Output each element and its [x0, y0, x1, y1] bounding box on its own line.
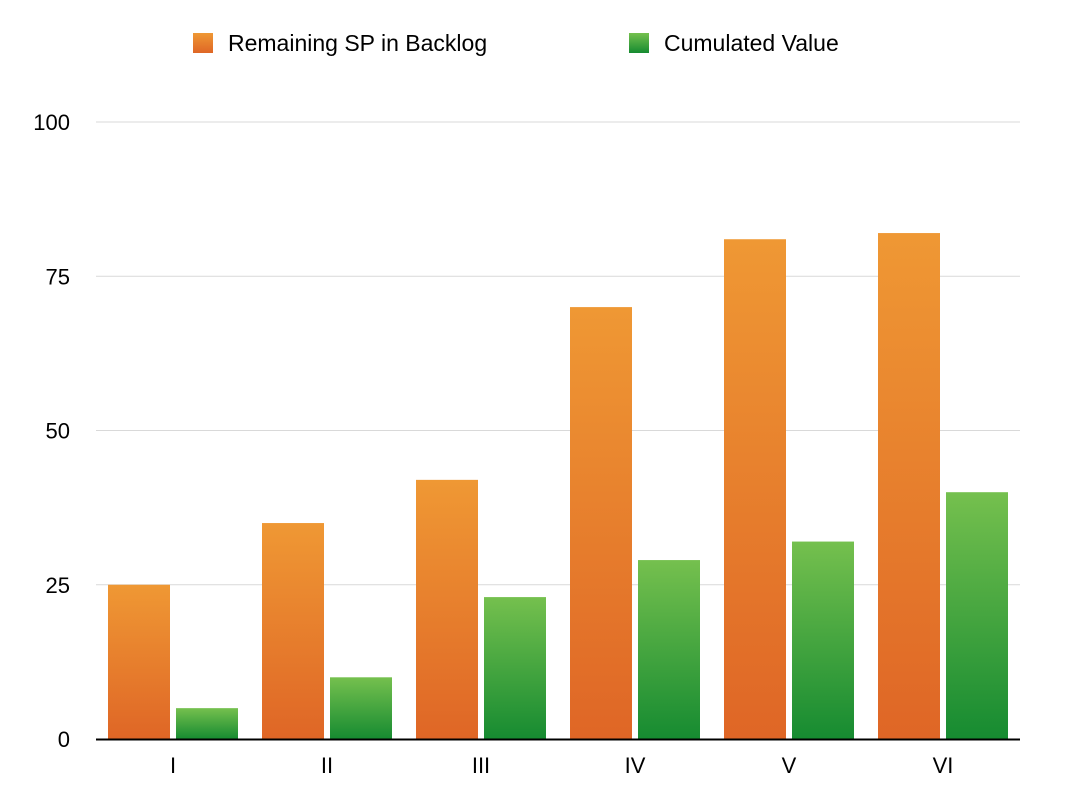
bars	[108, 233, 1008, 740]
bar-series2-II	[330, 677, 392, 739]
bar-series2-VI	[946, 492, 1008, 739]
bar-series1-V	[724, 239, 786, 740]
x-tick-label-I: I	[170, 753, 176, 778]
bar-series1-III	[416, 479, 478, 739]
legend: Remaining SP in Backlog Cumulated Value	[193, 30, 839, 56]
gridlines	[96, 121, 1020, 586]
y-tick-label-100: 100	[33, 110, 70, 135]
legend-label-1: Remaining SP in Backlog	[228, 30, 487, 56]
bar-series2-I	[176, 708, 238, 739]
bar-series2-IV	[638, 560, 700, 739]
legend-label-2: Cumulated Value	[664, 30, 839, 56]
bar-series1-II	[262, 523, 324, 739]
x-tick-label-IV: IV	[625, 753, 646, 778]
bar-series1-IV	[570, 307, 632, 739]
x-tick-label-III: III	[472, 753, 490, 778]
x-tick-label-VI: VI	[933, 753, 954, 778]
y-tick-label-25: 25	[46, 573, 70, 598]
y-tick-label-50: 50	[46, 419, 70, 444]
bar-series2-V	[792, 541, 854, 739]
x-tick-label-V: V	[782, 753, 797, 778]
x-tick-label-II: II	[321, 753, 333, 778]
legend-swatch-2	[629, 33, 649, 53]
x-axis-labels: I II III IV V VI	[170, 753, 953, 778]
y-tick-label-75: 75	[46, 264, 70, 289]
y-tick-label-0: 0	[58, 727, 70, 752]
bar-series1-I	[108, 584, 170, 739]
bar-series2-III	[484, 597, 546, 739]
legend-swatch-1	[193, 33, 213, 53]
y-axis-ticks: 0 25 50 75 100	[33, 110, 70, 752]
bar-series1-VI	[878, 233, 940, 739]
